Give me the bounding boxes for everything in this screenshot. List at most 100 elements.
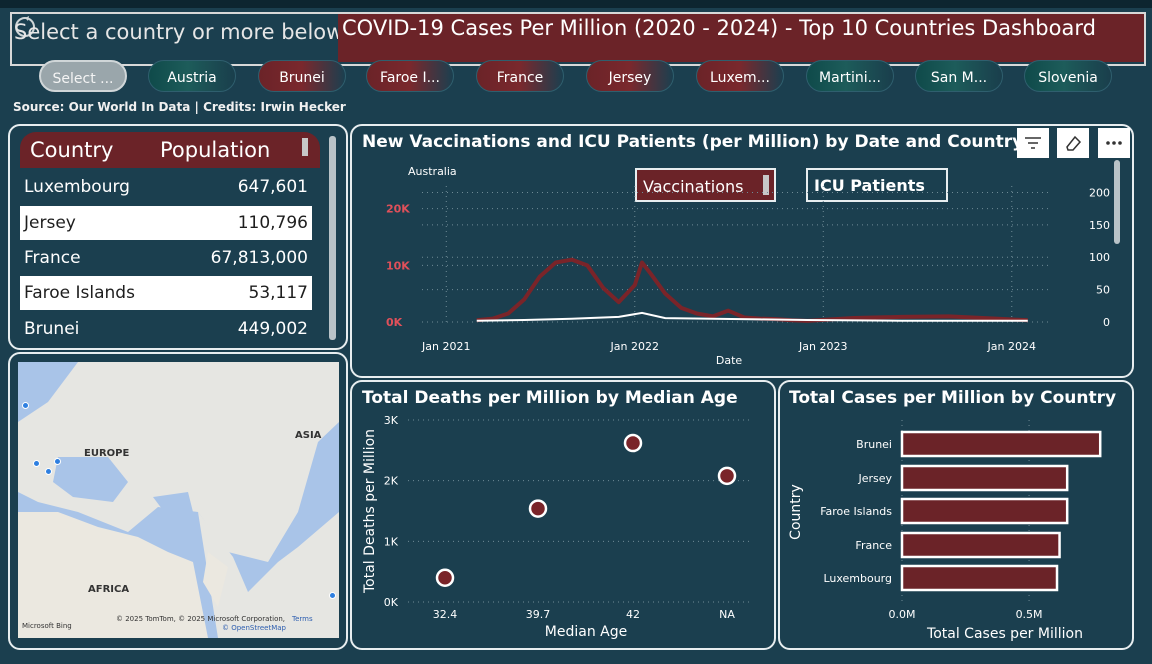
slicer-pill[interactable]: Select ...: [39, 60, 127, 92]
y-axis-label: Total Deaths per Million: [362, 429, 378, 594]
page-title: COVID-19 Cases Per Million (2020 - 2024)…: [342, 16, 1096, 40]
map-marker[interactable]: [45, 468, 52, 475]
x-tick: 42: [626, 608, 640, 621]
y-tick-right: 100: [1089, 251, 1110, 264]
slicer-pill[interactable]: Slovenia: [1024, 60, 1112, 92]
cell-country: Faroe Islands: [24, 283, 135, 303]
y-axis-label: Country: [788, 484, 804, 540]
source-credits: Source: Our World In Data | Credits: Irw…: [13, 100, 346, 114]
map-label-europe: EUROPE: [84, 448, 130, 459]
x-tick: 39.7: [526, 608, 551, 621]
eraser-icon: [1066, 135, 1082, 151]
col-country[interactable]: Country: [30, 138, 114, 162]
map-marker[interactable]: [22, 402, 29, 409]
slicer-pill[interactable]: Luxem...: [696, 60, 784, 92]
y-tick-left: 10K: [386, 259, 410, 272]
y-tick-right: 200: [1089, 186, 1110, 199]
map[interactable]: EUROPE ASIA AFRICA Microsoft Bing © 2025…: [18, 362, 339, 638]
cell-population: 647,601: [237, 177, 308, 197]
cell-country: France: [24, 248, 81, 268]
scatter-point: [435, 568, 455, 587]
bar: [900, 430, 1102, 458]
y-tick: Faroe Islands: [820, 505, 892, 518]
slicer-pill[interactable]: Austria: [148, 60, 236, 92]
vaccination-chart-panel: [350, 124, 1134, 378]
slicer-pill[interactable]: San M...: [915, 60, 1003, 92]
y-tick-left: 0K: [386, 316, 403, 329]
map-terms-link[interactable]: Terms: [292, 615, 313, 623]
table-scrollbar[interactable]: [329, 136, 336, 340]
cell-country: Jersey: [24, 213, 76, 233]
refresh-icon[interactable]: [12, 14, 38, 40]
table-row[interactable]: Luxembourg 647,601: [20, 170, 312, 204]
x-tick: Jan 2023: [798, 340, 847, 353]
table-row[interactable]: France 67,813,000: [20, 241, 312, 275]
eraser-button[interactable]: [1057, 128, 1089, 158]
y-tick-right: 50: [1096, 284, 1110, 297]
cell-population: 53,117: [248, 283, 308, 303]
table-row[interactable]: Faroe Islands 53,117: [20, 276, 312, 310]
map-label-africa: AFRICA: [88, 584, 130, 595]
bar-chart-title: Total Cases per Million by Country: [789, 388, 1117, 408]
map-marker[interactable]: [54, 458, 61, 465]
slicer-pill[interactable]: France: [476, 60, 564, 92]
cell-country: Luxembourg: [24, 177, 130, 197]
y-tick: 3K: [384, 414, 399, 427]
map-marker[interactable]: [33, 460, 40, 467]
x-tick: 0.0M: [889, 608, 916, 621]
scatter-point: [528, 499, 548, 518]
scatter-chart[interactable]: 0K 1K 2K 3K 32.4 39.7 42 NA Median Age Total Deat…: [350, 380, 776, 650]
bar: [900, 564, 1059, 592]
x-tick: Jan 2021: [421, 340, 470, 353]
map-marker[interactable]: [329, 592, 336, 599]
x-axis-label: Total Cases per Million: [926, 626, 1083, 642]
vaccination-line-chart[interactable]: 0K 10K 20K 0 50 100 150 200 Jan 2021 Jan 2022 Jan …: [350, 124, 1134, 378]
x-tick: Jan 2022: [610, 340, 659, 353]
x-axis-label: Date: [716, 354, 743, 367]
x-axis-label: Median Age: [545, 624, 627, 640]
slicer-prompt: Select a country or more below...: [14, 20, 362, 44]
map-osm-link[interactable]: © OpenStreetMap: [222, 624, 286, 632]
y-tick: Jersey: [857, 472, 892, 485]
y-tick: 1K: [384, 535, 399, 548]
x-tick: Jan 2024: [987, 340, 1036, 353]
more-icon: [1106, 141, 1122, 145]
y-tick-right: 150: [1089, 219, 1110, 232]
cell-population: 449,002: [237, 319, 308, 339]
col-population[interactable]: Population: [160, 138, 271, 162]
map-attribution: © 2025 TomTom, © 2025 Microsoft Corporat…: [116, 615, 286, 623]
bar: [900, 497, 1069, 525]
y-tick-right: 0: [1103, 316, 1110, 329]
legend-vaccinations-label: Vaccinations: [643, 177, 744, 196]
slicer-pill[interactable]: Brunei: [258, 60, 346, 92]
scatter-point: [623, 433, 643, 453]
y-tick: France: [855, 539, 892, 552]
y-tick: 0K: [384, 596, 399, 609]
slicer-pill[interactable]: Martini...: [806, 60, 894, 92]
table-row[interactable]: Brunei 449,002: [20, 312, 312, 346]
x-tick: 0.5M: [1016, 608, 1043, 621]
legend-vaccinations[interactable]: Vaccinations: [635, 168, 776, 202]
map-label-asia: ASIA: [295, 430, 322, 441]
legend-scroll: [763, 175, 769, 195]
legend-icu[interactable]: ICU Patients: [806, 168, 948, 202]
slicer-pill[interactable]: Faroe I...: [366, 60, 454, 92]
bing-logo: Microsoft Bing: [22, 622, 72, 630]
table-row[interactable]: Jersey 110,796: [20, 206, 312, 240]
top-strip: [0, 0, 1152, 8]
y-tick: Luxembourg: [823, 572, 892, 585]
country-label: Australia: [408, 165, 457, 178]
more-options-button[interactable]: [1098, 128, 1130, 158]
cell-population: 110,796: [237, 213, 308, 233]
vacc-chart-scrollbar[interactable]: [1114, 160, 1120, 244]
scatter-chart-panel: [350, 380, 776, 650]
x-tick: 32.4: [433, 608, 458, 621]
bar: [900, 531, 1061, 559]
y-tick: 2K: [384, 475, 399, 488]
y-tick: Brunei: [856, 438, 892, 451]
slicer-pill[interactable]: Jersey: [586, 60, 674, 92]
x-tick: NA: [719, 608, 735, 621]
filter-button[interactable]: [1017, 128, 1049, 158]
legend-icu-label: ICU Patients: [814, 176, 925, 195]
bar-chart[interactable]: 0.0M 0.5M Brunei Jersey Faroe Islands France L…: [778, 380, 1134, 650]
